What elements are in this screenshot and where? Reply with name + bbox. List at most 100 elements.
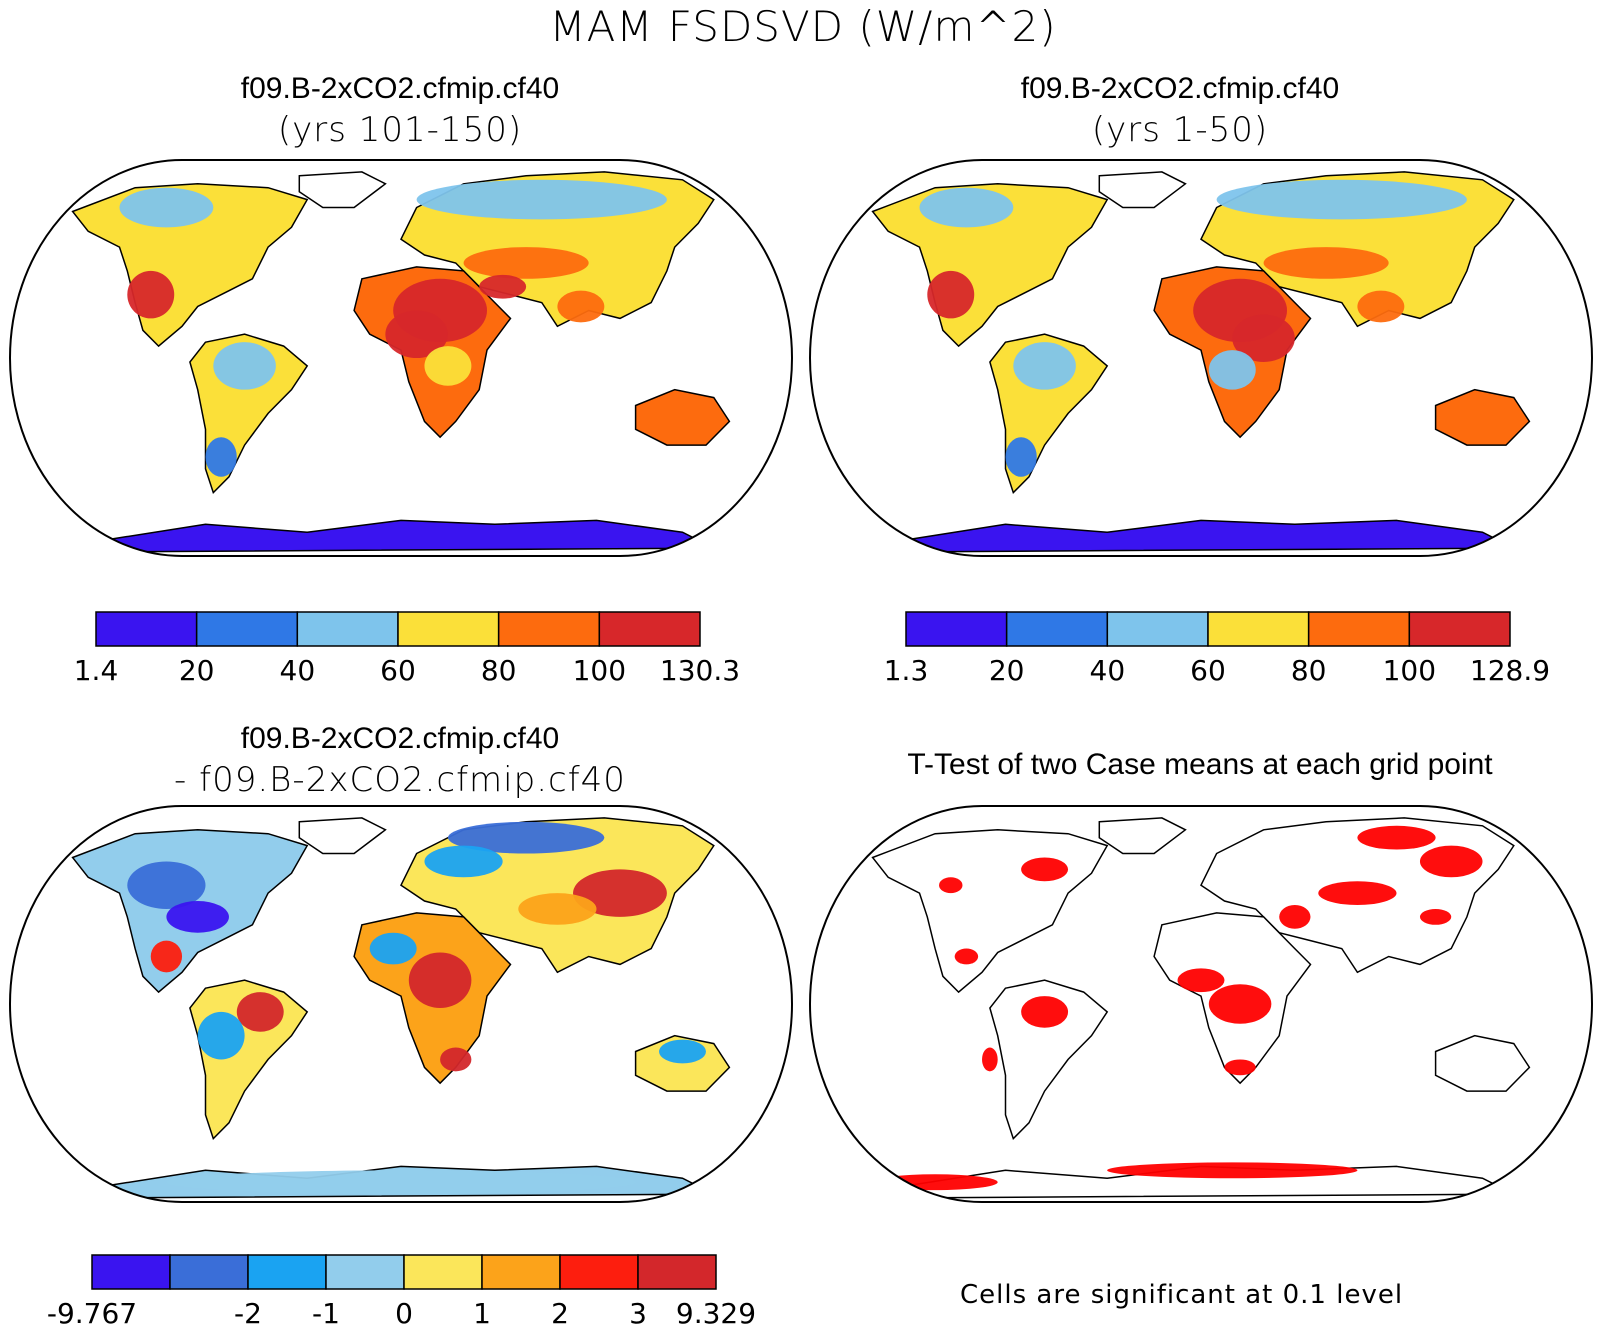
panel1-colorbar-tick-label: 60 xyxy=(380,654,416,687)
panel3-colorbar: -9.767 -2 -1 0 1 2 3 9.329 xyxy=(47,1254,756,1327)
panel3-map-shaded-region xyxy=(447,821,605,854)
panel1-colorbar-tick-label: 20 xyxy=(179,654,215,687)
panel1-map-namerica-landmass xyxy=(71,183,309,348)
panel1-map-shaded-region xyxy=(213,342,276,390)
panel3-map-shaded-region xyxy=(197,1011,245,1060)
panel1-map-shaded-region xyxy=(205,437,237,477)
panel3-colorbar-swatch xyxy=(559,1254,639,1290)
panel2-map-australia-landmass xyxy=(1434,388,1531,446)
panel2-colorbar-tick-label: 80 xyxy=(1291,654,1327,687)
panel4-map-shaded-region xyxy=(954,948,979,965)
panel2-map-shaded-region xyxy=(1263,247,1389,279)
panel1-map-antarctica-landmass xyxy=(85,519,715,553)
panel1-title: f09.B-2xCO2.cfmip.cf40 xyxy=(240,72,560,105)
panel4-map-shaded-region xyxy=(1021,996,1069,1028)
panel4-map-australia-landmass xyxy=(1434,1034,1531,1092)
panel1-subtitle: (yrs 101-150) xyxy=(277,110,523,150)
panel4-map-shaded-region xyxy=(1419,908,1452,925)
panel2-map-shaded-region xyxy=(1013,342,1076,390)
panel4-map-shaded-region xyxy=(982,1047,998,1072)
panel3-map-shaded-region xyxy=(166,1170,636,1195)
panel4-map-shaded-region xyxy=(1021,857,1069,882)
panel4-map-shaded-region xyxy=(1107,1162,1358,1179)
panel2-map-shaded-region xyxy=(1357,290,1405,323)
panel2-colorbar-tick-label: 40 xyxy=(1090,654,1126,687)
panel1-map-shaded-region xyxy=(479,274,527,299)
panel3-map-shaded-region xyxy=(518,893,597,925)
panel2-colorbar-tick-label: 60 xyxy=(1190,654,1226,687)
panel1-colorbar-tick-label: 100 xyxy=(573,654,626,687)
panel3-colorbar-swatch xyxy=(325,1254,405,1290)
panel3-colorbar-swatch xyxy=(637,1254,717,1290)
panel4-map-greenland-landmass xyxy=(1098,817,1187,855)
panel2-map-shaded-region xyxy=(1216,179,1467,220)
panel1-map-shaded-region xyxy=(463,247,589,279)
panel2-colorbar-swatch xyxy=(905,611,1008,647)
panel1-colorbar-swatch xyxy=(397,611,500,647)
panel2-map-greenland-landmass xyxy=(1098,171,1187,209)
panel4-map-shaded-region xyxy=(1279,905,1311,929)
panel4-map-samerica-landmass xyxy=(989,979,1109,1140)
panel4-map-shaded-region xyxy=(1177,968,1225,993)
panel2-map xyxy=(809,159,1593,557)
panel3-map-shaded-region xyxy=(408,952,472,1008)
panel1-map xyxy=(9,159,793,557)
panel1-colorbar-swatch xyxy=(598,611,701,647)
panel3-colorbar-tick-label: 3 xyxy=(629,1297,647,1327)
panel3-colorbar-swatch xyxy=(169,1254,249,1290)
panel1-colorbar-swatch xyxy=(296,611,399,647)
panel2-colorbar-swatch xyxy=(1307,611,1411,647)
panel3-map-shaded-region xyxy=(424,845,503,878)
panel3-map-shaded-region xyxy=(127,861,206,909)
panel3-map xyxy=(9,805,793,1203)
panel1-map-shaded-region xyxy=(557,290,605,323)
panel2-map-antarctica-landmass xyxy=(885,519,1515,553)
panel2-colorbar-tick-label: 128.9 xyxy=(1470,654,1550,687)
panel4-map-shaded-region xyxy=(1357,825,1436,850)
panel2-map-map-border xyxy=(809,159,1593,557)
panel3-map-shaded-region xyxy=(236,992,284,1032)
panel3-title: f09.B-2xCO2.cfmip.cf40 xyxy=(240,722,560,755)
panel1-map-greenland-landmass xyxy=(298,171,387,209)
panel4-map-shaded-region xyxy=(939,877,963,894)
panel1-colorbar-swatch xyxy=(497,611,601,647)
panel1-colorbar-tick-label: 40 xyxy=(280,654,316,687)
panel4-map-shaded-region xyxy=(1208,984,1272,1024)
panel4-map-shaded-region xyxy=(1224,1059,1256,1076)
panel1-colorbar-tick-label: 1.4 xyxy=(74,654,119,687)
panel2-colorbar-tick-label: 100 xyxy=(1383,654,1436,687)
panel3-colorbar-tick-label: -1 xyxy=(312,1297,340,1327)
panel2-map-shaded-region xyxy=(1232,314,1295,362)
panel3-map-shaded-region xyxy=(369,932,417,965)
panel3-colorbar-swatch xyxy=(403,1254,483,1290)
panel1-map-map-border xyxy=(9,159,793,557)
panel4-map-shaded-region xyxy=(872,1174,998,1191)
panel3-map-map-border xyxy=(9,805,793,1203)
panel2-colorbar-swatch xyxy=(1106,611,1209,647)
panel4-map xyxy=(809,805,1593,1203)
panel2-map-shaded-region xyxy=(919,187,1014,228)
panel4-map-shaded-region xyxy=(1419,845,1483,878)
panel1-colorbar-tick-label: 80 xyxy=(481,654,517,687)
panel2-title: f09.B-2xCO2.cfmip.cf40 xyxy=(1020,72,1340,105)
panel4-map-map-border xyxy=(809,805,1593,1203)
panel1-colorbar-swatch xyxy=(195,611,299,647)
panel3-colorbar-tick-label: -2 xyxy=(234,1297,262,1327)
panel1-colorbar-swatch xyxy=(95,611,198,647)
panel1-colorbar: 1.4 20 40 60 80 100 130.3 xyxy=(74,611,740,687)
panel3-map-shaded-region xyxy=(150,940,183,973)
panel1-map-shaded-region xyxy=(127,270,175,319)
panel3-colorbar-tick-label: 2 xyxy=(551,1297,569,1327)
significance-footnote: Cells are significant at 0.1 level xyxy=(960,1280,1404,1310)
panel3-map-shaded-region xyxy=(573,869,667,917)
figure-title: MAM FSDSVD (W/m^2) xyxy=(549,2,1057,51)
panel2-map-shaded-region xyxy=(1005,437,1037,477)
panel3-map-greenland-landmass xyxy=(298,817,387,855)
panel1-map-shaded-region xyxy=(416,179,667,220)
panel4-title: T-Test of two Case means at each grid po… xyxy=(907,748,1493,781)
panel2-map-namerica-landmass xyxy=(871,183,1109,348)
panel3-colorbar-tick-label: 0 xyxy=(395,1297,413,1327)
panel3-subtitle: - f09.B-2xCO2.cfmip.cf40 xyxy=(174,760,626,800)
panel3-colorbar-swatch xyxy=(247,1254,327,1290)
